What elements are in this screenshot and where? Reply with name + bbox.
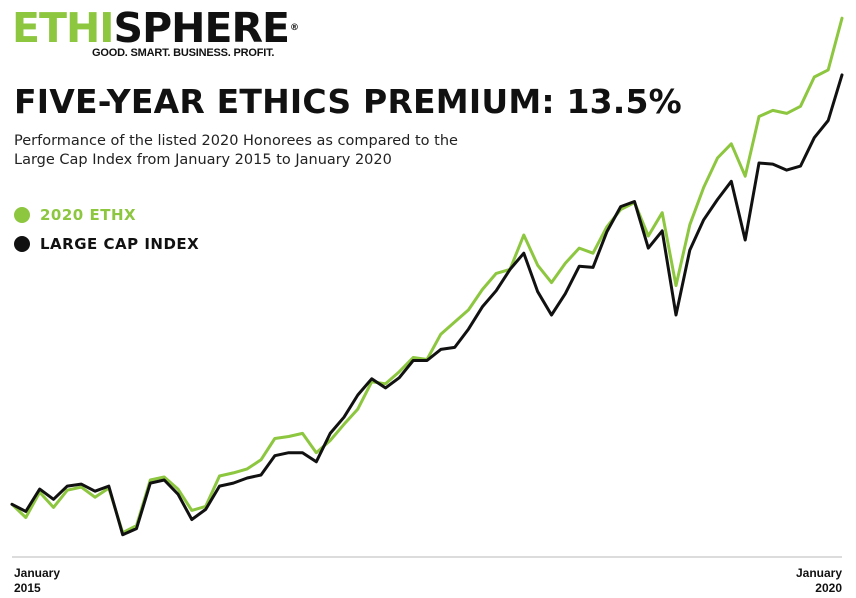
registered-mark: ® (290, 23, 299, 33)
legend-dot-ethx (14, 206, 30, 223)
x-tick-start-line2: 2015 (14, 581, 41, 595)
subtitle-line-1: Performance of the listed 2020 Honorees … (14, 133, 458, 149)
logo-tagline: GOOD. SMART. BUSINESS. PROFIT. (92, 47, 275, 59)
x-tick-end-line1: January (795, 566, 842, 580)
x-tick-label-end: January 2020 (796, 566, 842, 596)
chart-title: FIVE-YEAR ETHICS PREMIUM: 13.5% (14, 82, 682, 121)
legend-label-ethx: 2020 ETHX (40, 205, 137, 224)
legend-label-large-cap: LARGE CAP INDEX (40, 234, 200, 253)
ethisphere-logo: ETHISPHERE® (12, 4, 299, 52)
x-tick-start-line1: January (14, 566, 61, 580)
chart-subtitle: Performance of the listed 2020 Honorees … (14, 132, 514, 170)
series-line-large-cap (10, 73, 844, 537)
logo-sphere-text: SPHERE (113, 4, 290, 52)
subtitle-line-2: Large Cap Index from January 2015 to Jan… (14, 152, 392, 168)
legend-item-ethx: 2020 ETHX (14, 200, 199, 229)
series-layer (10, 16, 844, 537)
x-tick-end-line2: 2020 (815, 581, 842, 595)
chart-legend: 2020 ETHX LARGE CAP INDEX (14, 200, 199, 258)
x-tick-label-start: January 2015 (14, 566, 60, 596)
legend-dot-large-cap (14, 235, 30, 252)
legend-item-large-cap: LARGE CAP INDEX (14, 229, 199, 258)
logo-ethi-text: ETHI (12, 4, 115, 52)
